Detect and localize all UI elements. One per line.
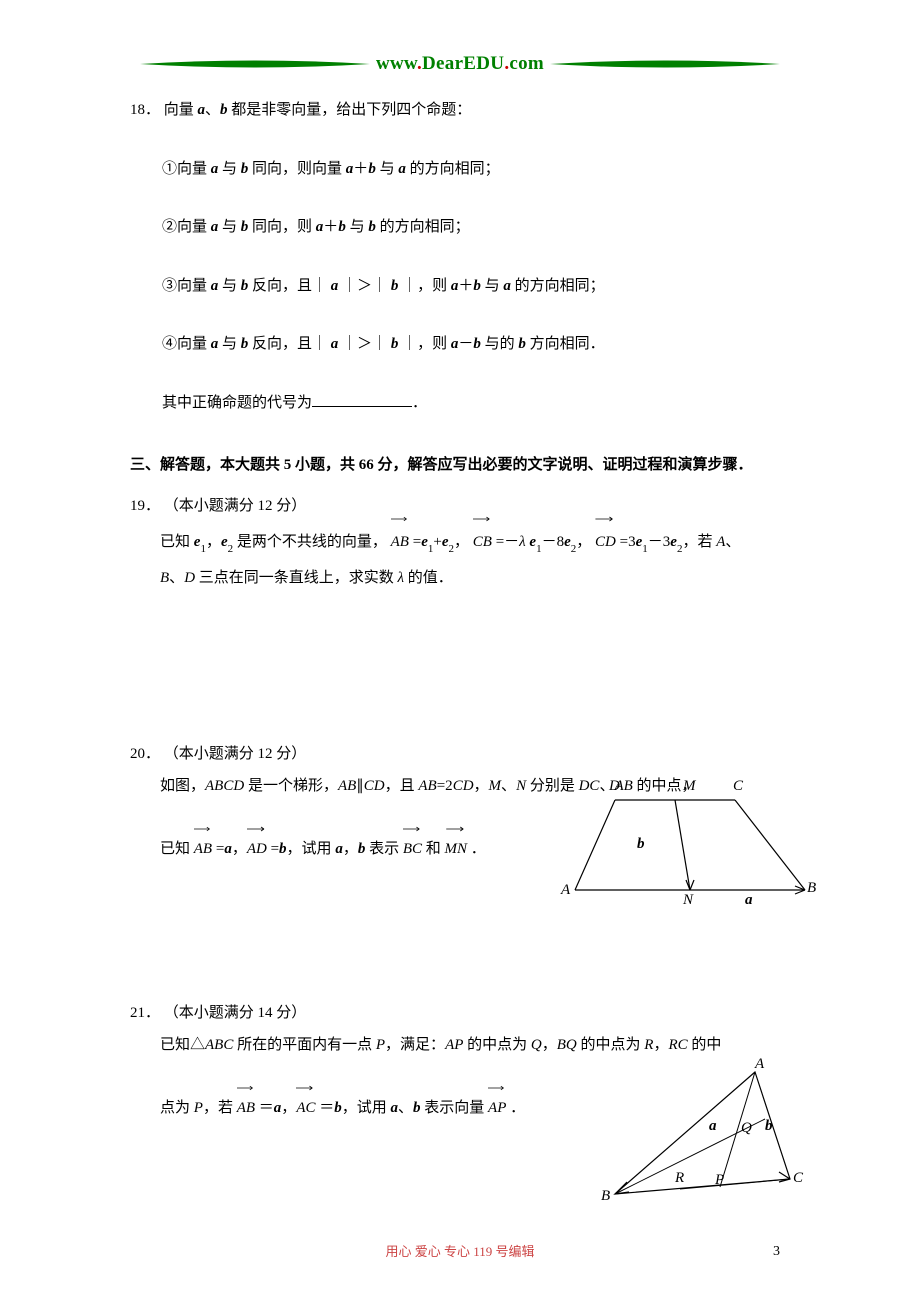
q18-answer-line: 其中正确命题的代号为． <box>130 389 790 418</box>
vector-CD: CD <box>595 524 616 560</box>
banner-url-mid: DearEDU <box>422 53 504 74</box>
q18-stem: 向量 a、b 都是非零向量，给出下列四个命题： <box>164 102 472 118</box>
fig21-label-B: B <box>601 1188 610 1205</box>
fig20-label-M: M <box>683 778 696 795</box>
banner-swoosh-left <box>140 59 370 69</box>
q20-points: （本小题满分 12 分） <box>164 746 307 762</box>
vector-BC: BC <box>403 834 422 866</box>
q19-number: 19． <box>130 498 160 514</box>
q19-points: （本小题满分 12 分） <box>164 498 307 514</box>
fig21-label-P: P <box>715 1172 724 1189</box>
banner-swoosh-right <box>550 59 780 69</box>
question-18: 18． 向量 a、b 都是非零向量，给出下列四个命题： ①向量 a 与 b 同向… <box>130 96 790 417</box>
vector-MN: MN <box>445 834 468 866</box>
fig21-label-b: b <box>765 1118 773 1135</box>
vector-AP: AP <box>488 1093 506 1125</box>
vector-AB: AB <box>391 524 409 560</box>
figure-q20-trapezoid: D M C A N B b a <box>565 780 815 920</box>
q18-prop-3: ③向量 a 与 b 反向，且｜ a ｜＞｜ b ｜，则 a＋b 与 a 的方向相… <box>130 272 790 301</box>
vector-AD: AD <box>247 834 267 866</box>
vector-CB: CB <box>473 524 492 560</box>
fig20-label-C: C <box>733 778 743 795</box>
q21-number: 21． <box>130 1005 160 1021</box>
q19-body: 已知 e1，e2 是两个不共线的向量， AB =e1+e2， CB =－λ e1… <box>130 524 790 596</box>
banner-url-www: www <box>376 53 417 74</box>
q18-prop-1: ①向量 a 与 b 同向，则向量 a＋b 与 a 的方向相同； <box>130 155 790 184</box>
figure-q21-triangle: A B C Q R P a b <box>605 1064 805 1209</box>
question-19: 19． （本小题满分 12 分） 已知 e1，e2 是两个不共线的向量， AB … <box>130 492 790 707</box>
page-footer: 用心 爱心 专心 119 号编辑 <box>0 1241 920 1260</box>
fig20-label-a: a <box>745 892 753 909</box>
vector-AC: AC <box>296 1093 315 1125</box>
fig21-label-Q: Q <box>741 1120 752 1137</box>
fig20-label-N: N <box>683 892 693 909</box>
fig21-label-R: R <box>675 1170 684 1187</box>
banner-url: www.DearEDU.com <box>370 53 550 75</box>
fig20-label-B: B <box>807 880 816 897</box>
fig21-label-a: a <box>709 1118 717 1135</box>
fig20-label-A: A <box>561 882 570 899</box>
fig20-label-D: D <box>609 778 620 795</box>
q21-points: （本小题满分 14 分） <box>164 1005 307 1021</box>
q18-number: 18． <box>130 102 160 118</box>
fig21-label-A: A <box>755 1056 764 1073</box>
page-number: 3 <box>773 1244 780 1260</box>
q18-prop-2: ②向量 a 与 b 同向，则 a＋b 与 b 的方向相同； <box>130 213 790 242</box>
header-banner: www.DearEDU.com <box>140 50 780 78</box>
section-3-title: 三、解答题，本大题共 5 小题，共 66 分，解答应写出必要的文字说明、证明过程… <box>130 451 790 480</box>
vector-AB: AB <box>194 834 212 866</box>
fig21-label-C: C <box>793 1170 803 1187</box>
fig20-label-b: b <box>637 836 645 853</box>
q18-prop-4: ④向量 a 与 b 反向，且｜ a ｜＞｜ b ｜，则 a－b 与的 b 方向相… <box>130 330 790 359</box>
q20-number: 20． <box>130 746 160 762</box>
answer-blank[interactable] <box>312 392 412 407</box>
vector-AB: AB <box>237 1093 255 1125</box>
banner-url-com: com <box>509 53 544 74</box>
page-content: 18． 向量 a、b 都是非零向量，给出下列四个命题： ①向量 a 与 b 同向… <box>0 96 920 1124</box>
